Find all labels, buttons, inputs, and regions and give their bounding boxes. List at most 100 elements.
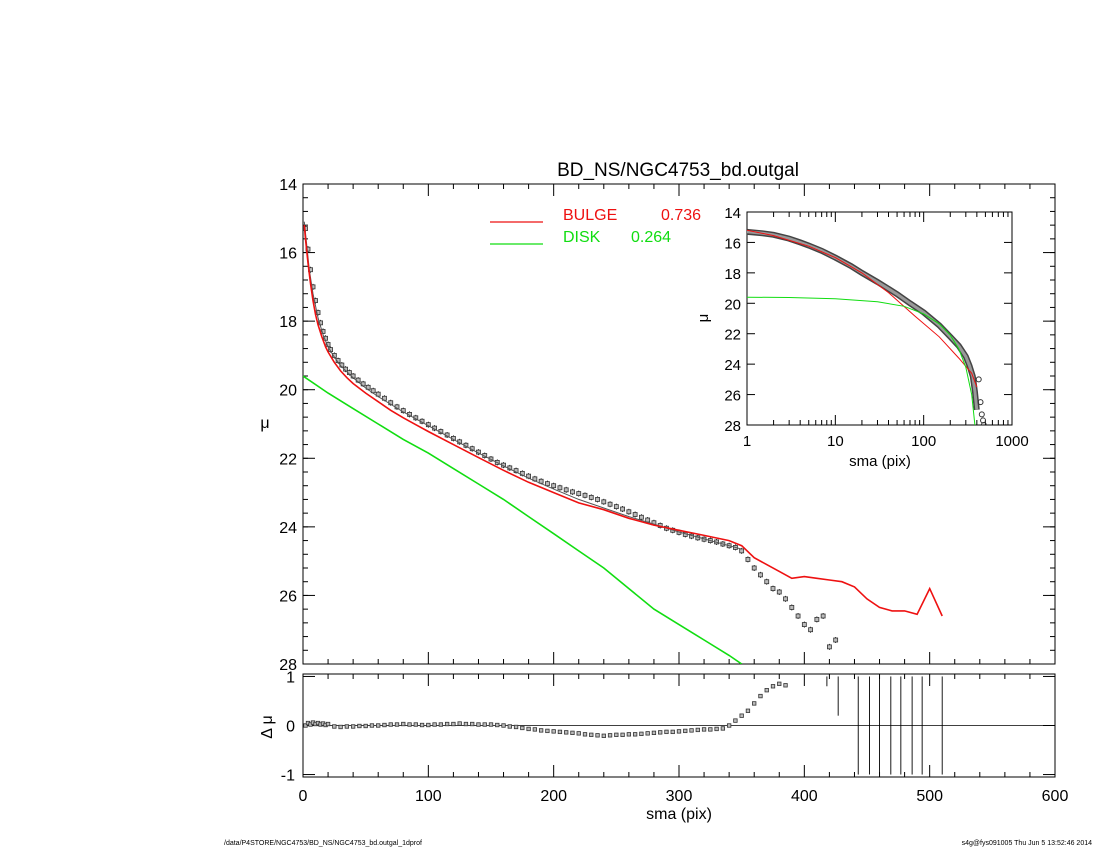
y-tick-label: 26 (724, 388, 741, 405)
residual-point (701, 727, 707, 732)
data-point (588, 494, 594, 500)
data-point (827, 644, 832, 650)
residual-point (538, 728, 544, 733)
data-point (620, 506, 625, 512)
residual-point (325, 721, 331, 727)
timestamp-label: s4g@fys091005 Thu Jun 5 13:52:46 2014 (961, 840, 1092, 847)
residual-point (482, 722, 487, 727)
residual-point (388, 722, 393, 727)
x-tick-label: 300 (666, 788, 693, 805)
y-tick-label: 26 (279, 588, 297, 605)
residual-point (639, 731, 644, 736)
residual-point (545, 728, 550, 734)
y-tick-label: 18 (724, 266, 741, 283)
residual-point (745, 708, 751, 713)
residual-point (413, 722, 418, 727)
residual-point (557, 729, 563, 735)
inset-bulge-line (747, 229, 978, 388)
data-point (563, 487, 569, 493)
inset-tail-point (978, 411, 985, 418)
y-tick-label: 0 (286, 719, 295, 736)
legend-value-bulge: 0.736 (661, 207, 701, 224)
residual-point (726, 723, 732, 728)
residual-point (419, 722, 425, 728)
series-bulge-line (303, 225, 943, 617)
x-tick-label: 1000 (995, 433, 1028, 450)
legend-label-disk: DISK (563, 229, 601, 246)
data-point (626, 509, 632, 515)
residual-point (739, 713, 744, 718)
residual-point (670, 729, 675, 735)
main-profile-plot: 14 16 18 20 22 24 26 28 μ BULGE 0.736 DISK 0.264 (260, 177, 1056, 674)
residual-point (432, 722, 437, 727)
residual-point (626, 732, 632, 737)
legend-label-bulge: BULGE (563, 207, 617, 224)
residual-point (576, 731, 581, 736)
data-point (576, 491, 582, 497)
residual-point (689, 728, 694, 733)
y-axis-label: μ (260, 415, 269, 432)
residual-point (495, 722, 500, 728)
main-series (303, 221, 943, 664)
legend: BULGE 0.736 DISK 0.264 (490, 207, 701, 246)
inset-log-plot: 14 16 18 20 22 24 26 281 10 100 1000 sma (pix) μ (695, 205, 1029, 470)
data-point (639, 514, 644, 520)
inset-plot-frame (746, 211, 1013, 426)
x-axis-label: sma (pix) (849, 453, 911, 470)
residual-point (582, 732, 588, 737)
y-tick-label: 24 (279, 520, 297, 537)
file-path-label: /data/P4STORE/NGC4753/BD_NS/NGC4753_bd.o… (224, 840, 422, 847)
x-tick-label: 500 (916, 788, 943, 805)
residual-point (764, 688, 769, 693)
y-tick-label: 14 (279, 177, 297, 194)
data-point (582, 492, 588, 498)
residual-point (695, 727, 700, 733)
chart-title: BD_NS/NGC4753_bd.outgal (557, 160, 799, 181)
data-point (739, 548, 745, 554)
y-tick-label: 28 (279, 657, 297, 674)
residual-point (338, 724, 343, 730)
x-tick-label: 200 (540, 788, 567, 805)
y-tick-label: 22 (279, 451, 297, 468)
data-point (776, 589, 782, 595)
residual-point (357, 723, 362, 729)
residual-point (564, 730, 569, 735)
residual-point (369, 723, 375, 728)
data-point (595, 497, 600, 502)
data-point (814, 617, 820, 622)
residual-point (752, 701, 757, 706)
residual-point (607, 733, 613, 738)
y-tick-label: -1 (281, 768, 295, 785)
residual-point (645, 731, 650, 736)
data-point (801, 622, 807, 627)
y-tick-label: 14 (724, 205, 741, 222)
data-point (751, 565, 757, 571)
residual-point (720, 726, 726, 731)
data-point (745, 557, 751, 562)
residual-point (401, 721, 406, 727)
residual-point (513, 724, 519, 730)
residual-point (463, 721, 469, 727)
residual-point (376, 723, 381, 728)
data-point (820, 613, 826, 619)
data-point (789, 605, 795, 610)
x-tick-label: 1 (743, 433, 751, 450)
residual-point (783, 683, 788, 688)
x-tick-label: 600 (1042, 788, 1069, 805)
residual-point (350, 724, 356, 729)
series-disk-line (303, 375, 743, 664)
residual-point (344, 724, 350, 729)
data-point (758, 572, 763, 578)
data-point (783, 596, 788, 602)
residual-point (303, 723, 308, 728)
inset-tail-point (977, 399, 984, 406)
residual-point (457, 721, 462, 726)
residual-point (438, 722, 444, 727)
data-point (601, 499, 607, 505)
residual-point (570, 730, 575, 736)
y-tick-label: 18 (279, 314, 297, 331)
residual-point (520, 725, 525, 731)
residual-point (488, 722, 494, 727)
residual-point (476, 722, 481, 727)
x-tick-label: 100 (415, 788, 442, 805)
